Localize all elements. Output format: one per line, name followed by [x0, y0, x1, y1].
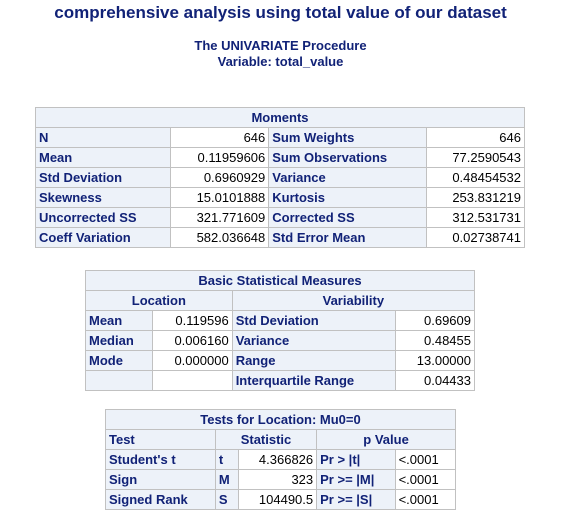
cell-value: <.0001 [394, 489, 457, 510]
table-row: Std Deviation 0.6960929 Variance 0.48454… [34, 167, 525, 188]
row-label: Range [231, 350, 396, 371]
cell-value: 0.006160 [152, 330, 233, 351]
row-label: Std Deviation [34, 167, 172, 188]
cell-value: 321.771609 [170, 207, 270, 228]
table-row: Mean 0.119596 Std Deviation 0.69609 [84, 310, 476, 331]
tests-for-location-table: Tests for Location: Mu0=0 Test Statistic… [105, 409, 457, 510]
cell-value: 13.00000 [394, 350, 476, 371]
statistic-column-header: Statistic [214, 429, 318, 450]
cell-value: 4.366826 [237, 449, 318, 470]
cell-value: 0.000000 [152, 350, 233, 371]
row-label: Variance [268, 167, 427, 188]
table-row: Interquartile Range 0.04433 [84, 370, 476, 391]
cell-value: 323 [237, 469, 318, 490]
cell-value: 646 [170, 127, 270, 148]
row-label: N [34, 127, 172, 148]
cell-value [152, 370, 233, 391]
row-label: Signed Rank [105, 489, 216, 510]
table-row: Uncorrected SS 321.771609 Corrected SS 3… [34, 207, 525, 228]
table-row: Signed Rank S 104490.5 Pr >= |S| <.0001 [105, 489, 457, 510]
tests-caption: Tests for Location: Mu0=0 [105, 409, 456, 430]
pvalue-label: Pr > |t| [316, 449, 396, 470]
cell-value: 0.6960929 [170, 167, 270, 188]
cell-value: 77.2590543 [426, 147, 525, 168]
row-label: Std Error Mean [268, 227, 427, 248]
cell-value: 0.48454532 [426, 167, 525, 188]
cell-value: 582.036648 [170, 227, 270, 248]
tests-caption-row: Tests for Location: Mu0=0 [105, 409, 456, 430]
row-label: Sign [105, 469, 216, 490]
cell-value: <.0001 [394, 449, 457, 470]
row-label: Mean [84, 310, 154, 331]
row-label: Student's t [105, 449, 216, 470]
row-label: Corrected SS [268, 207, 427, 228]
statistic-symbol: t [214, 449, 239, 470]
row-label: Median [84, 330, 154, 351]
moments-caption: Moments [35, 107, 525, 128]
row-label: Sum Weights [268, 127, 427, 148]
pvalue-column-header: p Value [316, 429, 456, 450]
page-title: comprehensive analysis using total value… [54, 3, 507, 22]
row-label [84, 370, 154, 391]
cell-value: 104490.5 [237, 489, 318, 510]
test-column-header: Test [105, 429, 216, 450]
cell-value: 0.119596 [152, 310, 233, 331]
statistic-symbol: M [214, 469, 239, 490]
table-row: Coeff Variation 582.036648 Std Error Mea… [34, 227, 525, 248]
cell-value: 0.11959606 [170, 147, 270, 168]
basic-caption-row: Basic Statistical Measures [85, 270, 475, 291]
row-label: Variance [231, 330, 396, 351]
row-label: Skewness [34, 187, 172, 208]
basic-caption: Basic Statistical Measures [85, 270, 475, 291]
table-row: Mode 0.000000 Range 13.00000 [84, 350, 476, 371]
tests-header-row: Test Statistic p Value [105, 429, 456, 450]
cell-value: 0.04433 [394, 370, 476, 391]
row-label: Uncorrected SS [34, 207, 172, 228]
row-label: Std Deviation [231, 310, 396, 331]
pvalue-label: Pr >= |S| [316, 489, 396, 510]
cell-value: <.0001 [394, 469, 457, 490]
cell-value: 0.48455 [394, 330, 476, 351]
pvalue-label: Pr >= |M| [316, 469, 396, 490]
cell-value: 253.831219 [426, 187, 525, 208]
table-row: Student's t t 4.366826 Pr > |t| <.0001 [105, 449, 457, 470]
table-row: Median 0.006160 Variance 0.48455 [84, 330, 476, 351]
cell-value: 0.02738741 [426, 227, 525, 248]
row-label: Mode [84, 350, 154, 371]
table-row: Sign M 323 Pr >= |M| <.0001 [105, 469, 457, 490]
variable-title: Variable: total_value [217, 54, 344, 69]
row-label: Interquartile Range [231, 370, 396, 391]
table-row: N 646 Sum Weights 646 [34, 127, 525, 148]
table-row: Mean 0.11959606 Sum Observations 77.2590… [34, 147, 525, 168]
cell-value: 312.531731 [426, 207, 525, 228]
row-label: Coeff Variation [34, 227, 172, 248]
variability-header: Variability [231, 290, 476, 311]
statistic-symbol: S [214, 489, 239, 510]
moments-caption-row: Moments [35, 107, 525, 128]
row-label: Kurtosis [268, 187, 427, 208]
basic-measures-table: Basic Statistical Measures Location Vari… [84, 270, 476, 391]
basic-group-header-row: Location Variability [85, 290, 476, 311]
row-label: Mean [34, 147, 172, 168]
procedure-title: The UNIVARIATE Procedure [194, 38, 367, 53]
cell-value: 0.69609 [394, 310, 476, 331]
table-row: Skewness 15.0101888 Kurtosis 253.831219 [34, 187, 525, 208]
cell-value: 15.0101888 [170, 187, 270, 208]
row-label: Sum Observations [268, 147, 427, 168]
cell-value: 646 [426, 127, 525, 148]
location-header: Location [85, 290, 233, 311]
moments-table: Moments N 646 Sum Weights 646 Mean 0.119… [34, 107, 525, 248]
